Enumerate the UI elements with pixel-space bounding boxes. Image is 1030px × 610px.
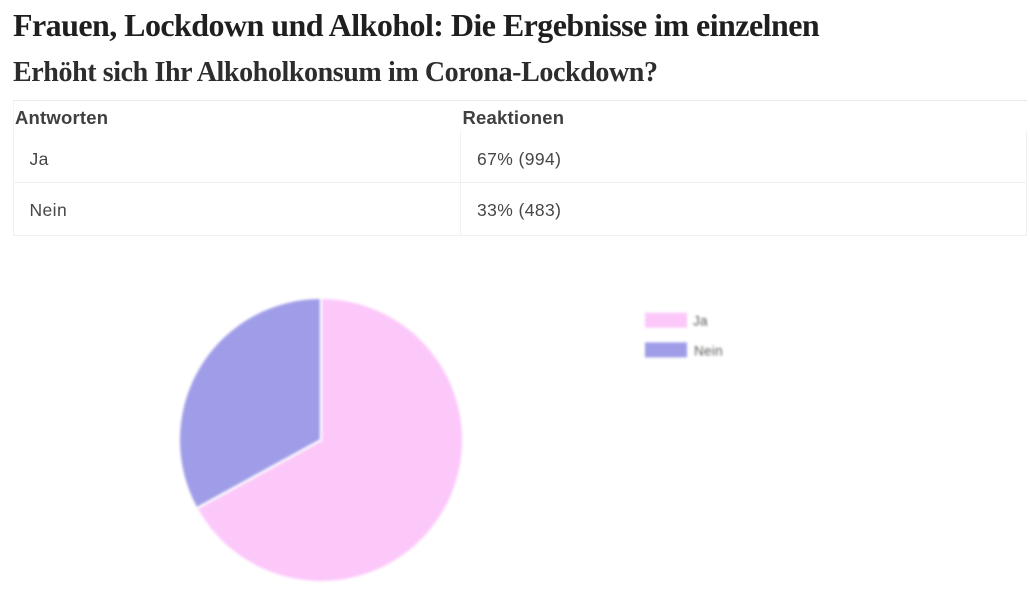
svg-text:Ja: Ja: [693, 314, 708, 329]
svg-text:Nein: Nein: [694, 343, 723, 358]
